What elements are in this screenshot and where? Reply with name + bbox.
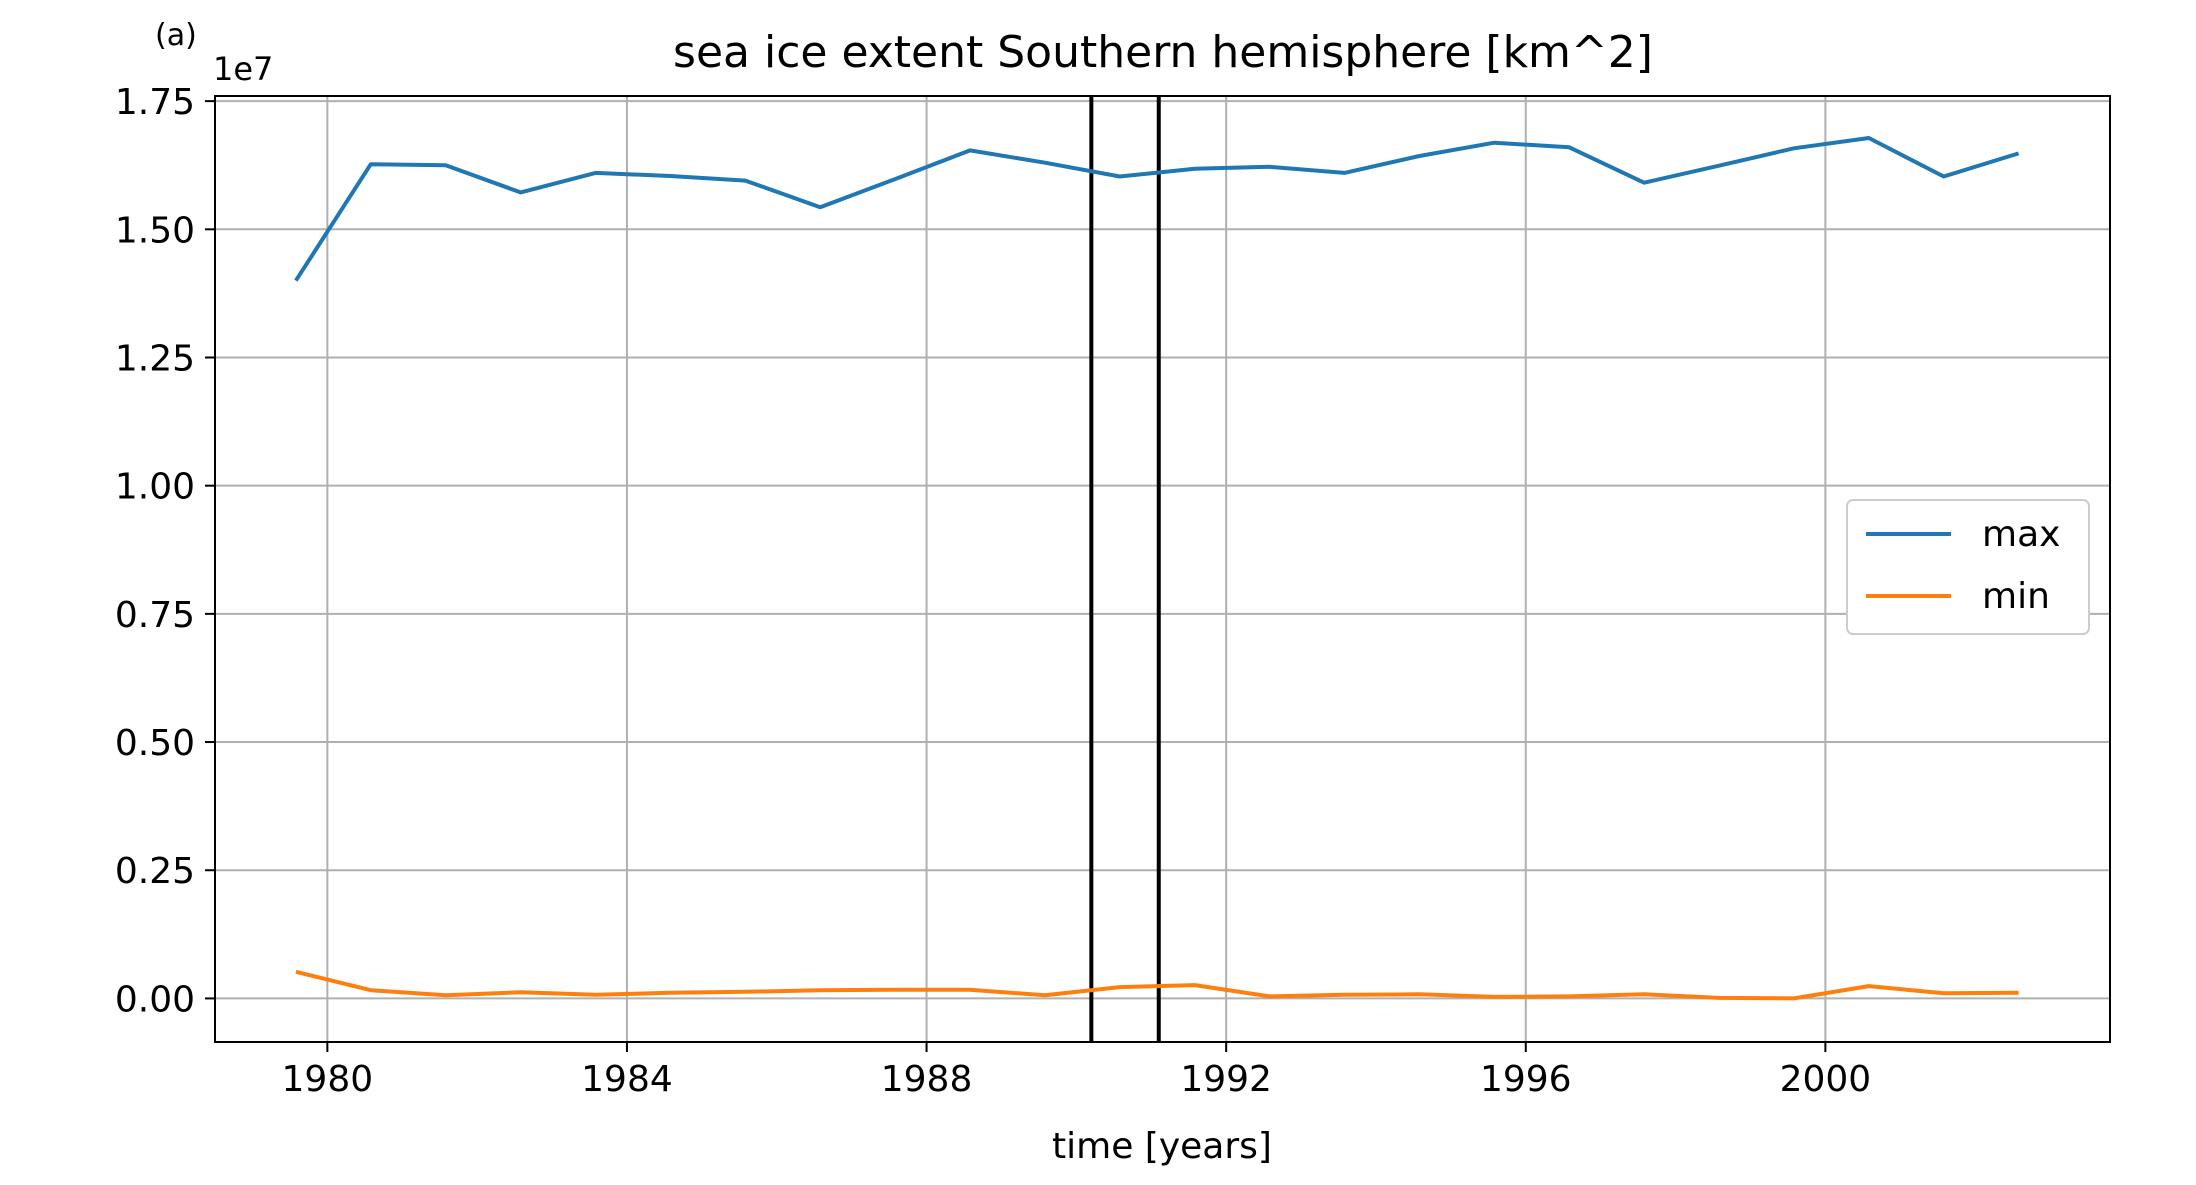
grid <box>215 96 2110 1042</box>
legend-label-min: min <box>1982 576 2050 617</box>
x-axis-label: time [years] <box>1052 1126 1272 1167</box>
reference-lines <box>1089 96 1161 1042</box>
series-line-max <box>294 136 2020 282</box>
legend-label-max: max <box>1982 514 2060 555</box>
chart-title: sea ice extent Southern hemisphere [km^2… <box>673 27 1653 78</box>
y-tick-label: 1.75 <box>115 82 195 123</box>
x-tick-label: 1992 <box>1180 1059 1272 1100</box>
y-tick-label: 0.25 <box>115 851 195 892</box>
series-lines <box>294 136 2020 1001</box>
panel-label: (a) <box>155 18 197 53</box>
x-tick-label: 1984 <box>581 1059 673 1100</box>
series-line-min <box>295 969 2019 1001</box>
x-tick-label: 1980 <box>282 1059 374 1100</box>
plot-frame <box>214 95 2111 1043</box>
y-tick-label: 0.00 <box>115 979 195 1020</box>
y-axis-offset-text: 1e7 <box>213 50 273 88</box>
y-tick-label: 1.50 <box>115 210 195 251</box>
x-tick-label: 1996 <box>1480 1059 1572 1100</box>
x-axis-ticks: 1980 1984 1988 1992 1996 2000 <box>282 1042 1872 1100</box>
y-tick-label: 0.75 <box>115 595 195 636</box>
y-tick-label: 0.50 <box>115 723 195 764</box>
y-tick-label: 1.00 <box>115 467 195 508</box>
y-tick-label: 1.25 <box>115 338 195 379</box>
legend: max min <box>1846 499 2090 635</box>
x-tick-label: 2000 <box>1780 1059 1872 1100</box>
x-tick-label: 1988 <box>881 1059 973 1100</box>
y-axis-ticks: 0.00 0.25 0.50 0.75 1.00 1.25 1.50 1.75 <box>115 82 215 1020</box>
